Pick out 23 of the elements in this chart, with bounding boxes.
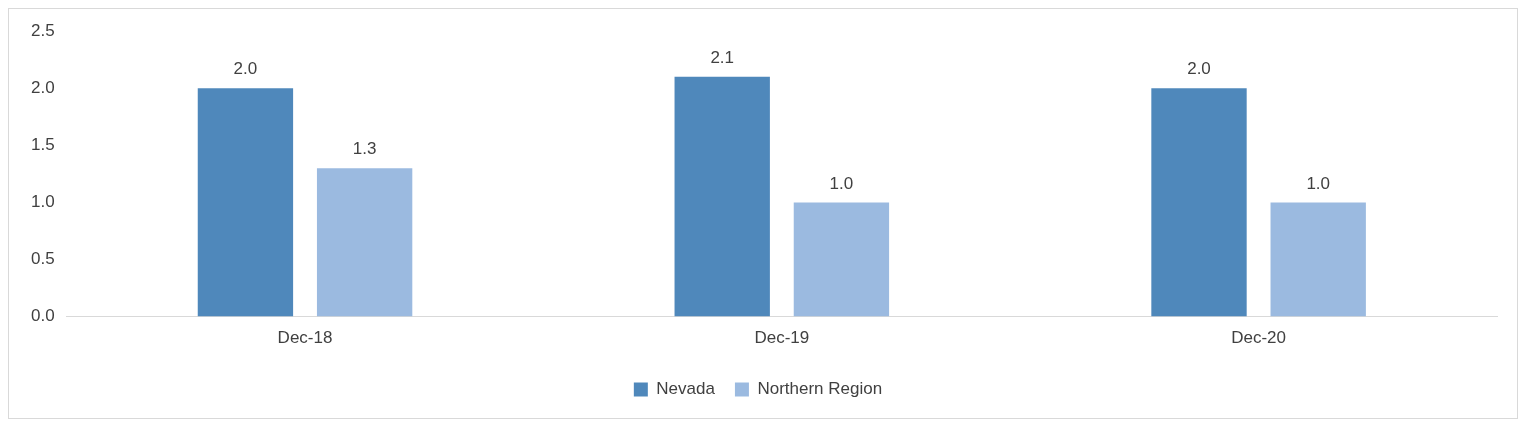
x-tick-label: Dec-20 bbox=[1231, 328, 1287, 348]
data-label: 1.0 bbox=[829, 173, 854, 193]
data-label: 1.3 bbox=[352, 139, 377, 159]
y-tick-label: 0.0 bbox=[30, 306, 55, 326]
legend-label: Northern Region bbox=[757, 379, 883, 399]
data-label: 1.0 bbox=[1306, 173, 1331, 193]
data-label: 2.0 bbox=[1187, 59, 1211, 79]
data-label: 2.0 bbox=[233, 59, 258, 79]
x-tick-label: Dec-18 bbox=[277, 328, 333, 348]
bar bbox=[197, 88, 294, 317]
y-tick-label: 1.0 bbox=[30, 192, 55, 212]
y-tick-label: 2.0 bbox=[30, 77, 55, 97]
data-label: 2.1 bbox=[710, 48, 735, 68]
legend-label: Nevada bbox=[656, 379, 716, 399]
x-tick-label: Dec-19 bbox=[754, 328, 810, 348]
bar bbox=[793, 202, 890, 317]
y-tick-label: 2.5 bbox=[30, 20, 55, 40]
y-tick-label: 1.5 bbox=[30, 135, 55, 155]
bar bbox=[674, 76, 770, 317]
y-tick-label: 0.5 bbox=[30, 249, 55, 269]
bar bbox=[1270, 202, 1366, 317]
bar bbox=[1151, 88, 1247, 317]
bar bbox=[316, 168, 413, 317]
